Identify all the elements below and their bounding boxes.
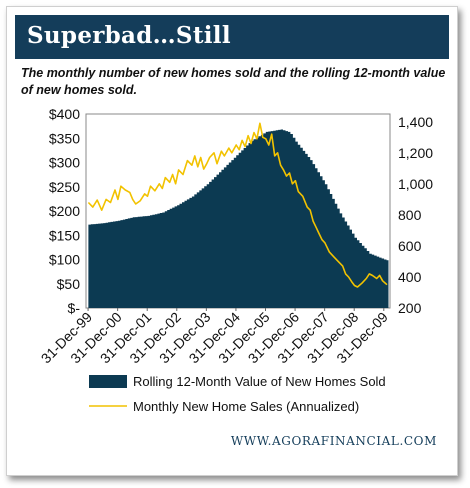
left-tick-label: $400 [49, 106, 80, 122]
title-banner: Superbad…Still [15, 15, 449, 59]
right-axis-ticks: 200 400 600 800 1,000 1,200 1,400 [398, 114, 433, 316]
left-axis-ticks: $- $50 $100 $150 $200 $250 $300 $350 $400 [49, 106, 80, 316]
source-url: WWW.AGORAFINANCIAL.COM [230, 434, 437, 448]
right-tick-label: 1,000 [398, 176, 433, 192]
right-tick-label: 1,400 [398, 114, 433, 130]
right-tick-label: 600 [398, 238, 422, 254]
right-tick-label: 400 [398, 269, 422, 285]
right-tick-label: 200 [398, 300, 422, 316]
right-tick-label: 800 [398, 207, 422, 223]
area-series-rolling-value [88, 129, 389, 308]
left-tick-label: $250 [49, 179, 80, 195]
left-tick-label: $150 [49, 227, 80, 243]
left-tick-label: $100 [49, 252, 80, 268]
chart-title: Superbad…Still [27, 22, 231, 49]
line-layer [87, 122, 388, 288]
left-tick-label: $350 [49, 130, 80, 146]
line-series-monthly-sales [87, 122, 388, 288]
legend: Rolling 12-Month Value of New Homes Sold… [89, 374, 386, 414]
legend-area-swatch [89, 375, 127, 388]
right-tick-label: 1,200 [398, 145, 433, 161]
x-axis-ticks: 31-Dec-9931-Dec-0031-Dec-0131-Dec-0231-D… [38, 308, 391, 366]
left-tick-label: $300 [49, 155, 80, 171]
legend-area-label: Rolling 12-Month Value of New Homes Sold [133, 374, 386, 389]
chart-subtitle: The monthly number of new homes sold and… [21, 66, 446, 97]
legend-line-label: Monthly New Home Sales (Annualized) [133, 399, 359, 414]
left-tick-label: $200 [49, 203, 80, 219]
left-tick-label: $50 [57, 276, 81, 292]
area-layer [88, 129, 389, 308]
left-tick-label: $- [68, 300, 81, 316]
